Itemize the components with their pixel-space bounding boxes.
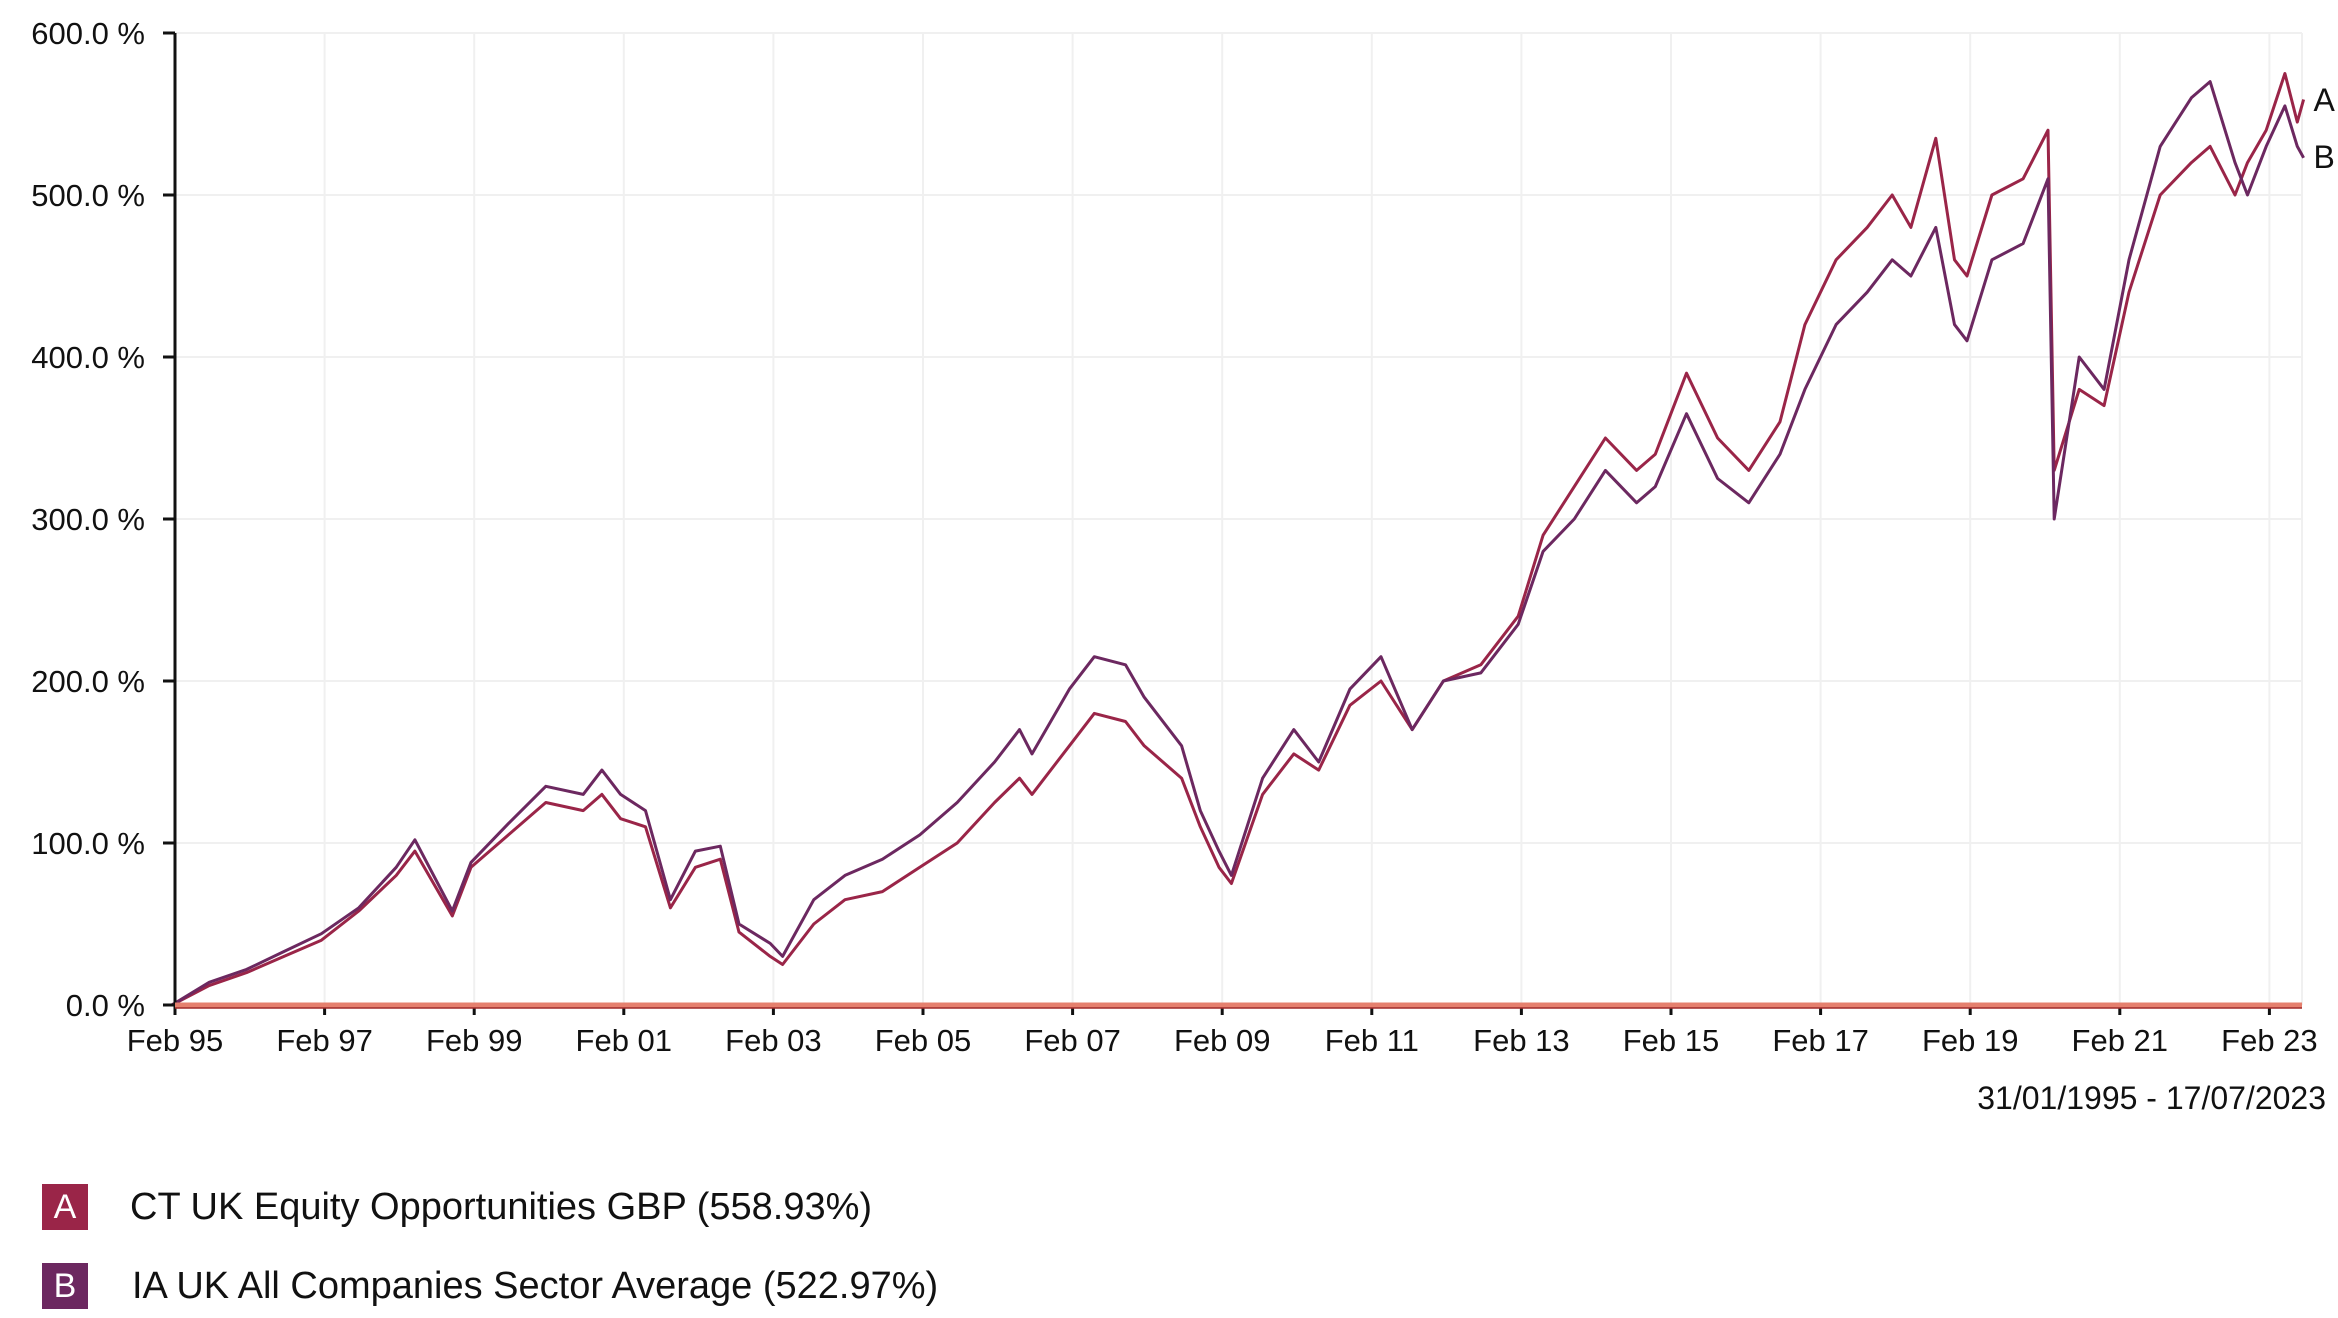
gridlines <box>175 32 2303 1005</box>
legend-label-b: IA UK All Companies Sector Average (522.… <box>132 1264 939 1307</box>
x-tick-label: Feb 95 <box>127 1023 224 1058</box>
x-tick-label: Feb 07 <box>1024 1023 1121 1058</box>
x-tick-label: Feb 11 <box>1325 1023 1419 1058</box>
legend-item-a: A CT UK Equity Opportunities GBP (558.93… <box>42 1184 872 1230</box>
x-tick-label: Feb 15 <box>1623 1023 1720 1058</box>
legend-swatch-a: A <box>42 1184 88 1230</box>
y-tick-label: 400.0 % <box>31 340 145 375</box>
x-tick-label: Feb 21 <box>2072 1023 2169 1058</box>
legend-label-a: CT UK Equity Opportunities GBP (558.93%) <box>130 1185 873 1228</box>
x-tick-label: Feb 19 <box>1922 1023 2019 1058</box>
tick-labels: 0.0 % 100.0 % 200.0 % 300.0 % 400.0 % 500.0 %… <box>31 16 2335 1058</box>
y-tick-label: 600.0 % <box>31 16 145 51</box>
x-tick-label: Feb 23 <box>2221 1023 2318 1058</box>
line-chart: 0.0 % 100.0 % 200.0 % 300.0 % 400.0 % 500.0 %… <box>31 16 2335 1058</box>
series-end-label-b: B <box>2314 139 2335 175</box>
y-tick-label: 200.0 % <box>31 664 145 699</box>
y-tick-label: 100.0 % <box>31 826 145 861</box>
y-tick-label: 300.0 % <box>31 502 145 537</box>
x-tick-label: Feb 99 <box>426 1023 523 1058</box>
x-tick-label: Feb 09 <box>1174 1023 1271 1058</box>
x-tick-label: Feb 13 <box>1473 1023 1570 1058</box>
x-tick-label: Feb 01 <box>576 1023 673 1058</box>
series-line-a <box>171 72 2306 1007</box>
x-tick-label: Feb 05 <box>875 1023 972 1058</box>
x-tick-label: Feb 03 <box>725 1023 822 1058</box>
axes <box>163 31 2302 1015</box>
series-end-label-a: A <box>2314 82 2336 118</box>
legend-swatch-b: B <box>42 1263 88 1309</box>
x-tick-label: Feb 17 <box>1772 1023 1869 1058</box>
legend-item-b: B IA UK All Companies Sector Average (52… <box>42 1263 938 1309</box>
y-tick-label: 0.0 % <box>66 988 145 1023</box>
series-line-b <box>171 80 2305 1007</box>
y-tick-label: 500.0 % <box>31 178 145 213</box>
x-tick-label: Feb 97 <box>276 1023 373 1058</box>
date-range: 31/01/1995 - 17/07/2023 <box>1977 1080 2326 1116</box>
series-lines <box>171 72 2306 1007</box>
